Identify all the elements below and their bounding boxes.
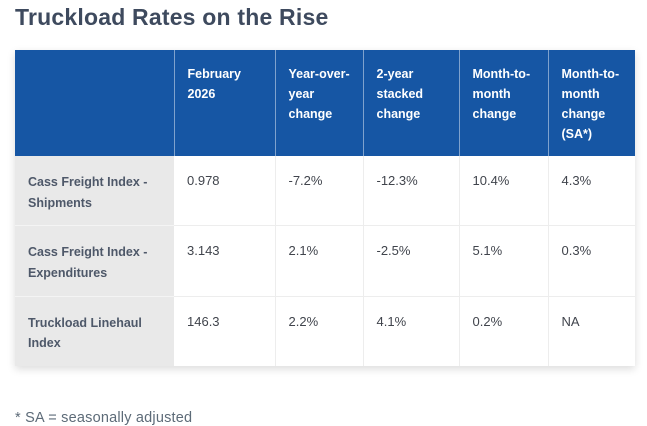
value-cell: 2.2% xyxy=(275,296,364,366)
value-cell: 4.3% xyxy=(548,156,635,227)
page-title: Truckload Rates on the Rise xyxy=(15,4,329,30)
column-header: Year-over-year change xyxy=(275,50,364,156)
value-cell: NA xyxy=(548,296,635,366)
header-cell-empty xyxy=(15,50,175,156)
row-label: Cass Freight Index - Shipments xyxy=(15,156,174,227)
column-header: February 2026 xyxy=(174,50,276,156)
table-row: Cass Freight Index - Shipments 0.978 -7.2%… xyxy=(15,156,635,227)
value-cell: 4.1% xyxy=(363,296,460,366)
table-row: Truckload Linehaul Index 146.3 2.2% 4.1% 0.2… xyxy=(15,296,635,366)
value-cell: -2.5% xyxy=(363,225,460,297)
value-cell: 10.4% xyxy=(459,156,549,227)
header-row: February 2026 Year-over-year change 2-year… xyxy=(15,50,635,156)
row-label: Cass Freight Index - Expenditures xyxy=(15,225,174,297)
value-cell: 2.1% xyxy=(275,225,364,297)
freight-rates-table: February 2026 Year-over-year change 2-year… xyxy=(15,50,635,366)
value-cell: 3.143 xyxy=(174,225,276,297)
value-cell: 5.1% xyxy=(459,225,549,297)
table-body: Cass Freight Index - Shipments 0.978 -7.2%… xyxy=(15,156,635,366)
column-header: 2-year stacked change xyxy=(363,50,460,156)
column-header: Month-to-month change xyxy=(459,50,549,156)
footnote: * SA = seasonally adjusted xyxy=(15,409,193,426)
table-header: February 2026 Year-over-year change 2-year… xyxy=(15,50,635,156)
value-cell: -12.3% xyxy=(363,156,460,227)
value-cell: -7.2% xyxy=(275,156,364,227)
table-row: Cass Freight Index - Expenditures 3.143 2.… xyxy=(15,225,635,297)
value-cell: 0.978 xyxy=(174,156,276,227)
column-header: Month-to-month change (SA*) xyxy=(548,50,635,156)
row-label: Truckload Linehaul Index xyxy=(15,296,174,366)
value-cell: 0.2% xyxy=(459,296,549,366)
value-cell: 146.3 xyxy=(174,296,276,366)
value-cell: 0.3% xyxy=(548,225,635,297)
